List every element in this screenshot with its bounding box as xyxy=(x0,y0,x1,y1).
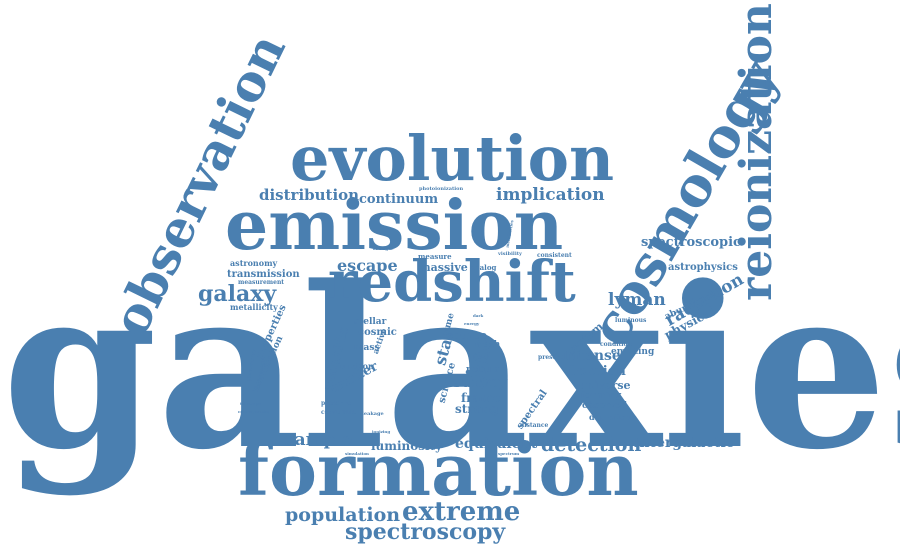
word-escape: escape xyxy=(337,256,398,275)
word-simulation: simulation xyxy=(345,451,369,456)
word-extreme: extreme xyxy=(402,497,521,527)
word-analogue: analogue xyxy=(373,246,394,251)
word-ionizing: ionizing xyxy=(372,429,391,434)
word-nebular: nebular xyxy=(466,365,506,375)
word-massive: massive xyxy=(419,261,468,274)
word-telescope: telescope xyxy=(240,401,262,406)
word-intense: intense xyxy=(563,348,621,364)
word-constraint: constraint xyxy=(321,409,356,416)
word-mass: mass xyxy=(354,343,380,353)
word-survey: survey xyxy=(453,373,508,391)
word-cosmic: cosmic xyxy=(358,327,397,338)
word-intergalactic: intergalactic xyxy=(634,435,735,451)
word-redshift: redshift xyxy=(328,249,576,315)
word-transmission: transmission xyxy=(227,269,300,280)
word-spectroscopic: spectroscopic xyxy=(641,235,741,250)
word-astronomy: astronomy xyxy=(230,258,278,268)
word-visibility: visibility xyxy=(498,251,522,257)
word-consistent: consistent xyxy=(537,252,572,259)
word-field: field xyxy=(473,354,488,361)
word-lyman: lyman xyxy=(608,290,666,310)
word-metallicity: metallicity xyxy=(230,302,278,312)
word-stellar: stellar xyxy=(354,317,387,327)
word-measure: measure xyxy=(418,252,452,261)
word-detection: detection xyxy=(541,434,642,456)
word-luminosity: luminosity xyxy=(371,439,443,453)
word-reionization: reionization xyxy=(730,3,782,301)
word-corresponding: corresponding xyxy=(238,409,271,414)
word-present: present xyxy=(538,354,564,361)
word-emission: emission xyxy=(225,186,564,266)
word-equivalent: equivalent xyxy=(455,436,538,452)
word-formation: formation xyxy=(238,427,639,512)
word-distribution: distribution xyxy=(259,186,360,204)
word-width: width xyxy=(472,340,501,350)
word-forming: forming xyxy=(581,391,622,401)
word-presence: presence xyxy=(321,400,352,407)
word-measurement: measurement xyxy=(238,279,285,286)
word-galaxies: galaxies xyxy=(2,239,900,499)
word-luminous: luminous xyxy=(615,317,647,324)
word-continuum: continuum xyxy=(359,192,439,207)
word-evolution: evolution xyxy=(290,122,615,195)
word-observed: observed xyxy=(582,401,628,411)
word-emitting: emitting xyxy=(611,347,655,357)
word-strong: strong xyxy=(455,402,499,416)
word-astrophysics: astrophysics xyxy=(668,262,738,273)
word-sample: sample xyxy=(285,430,353,450)
word-condition: condition xyxy=(600,341,632,348)
word-population: population xyxy=(285,504,401,526)
word-dark: dark xyxy=(473,313,484,318)
word-spectroscopy: spectroscopy xyxy=(345,519,506,545)
word-photoionization: photoionization xyxy=(419,186,464,192)
word-frame: frame xyxy=(461,391,501,405)
word-implication: implication xyxy=(496,185,605,205)
word-leakage: leakage xyxy=(362,411,384,417)
word-galaxy: galaxy xyxy=(198,281,277,307)
word-distance: distance xyxy=(520,422,549,429)
word-analog: analog xyxy=(470,263,497,272)
word-function: function xyxy=(336,361,374,371)
word-energy: energy xyxy=(464,321,480,326)
word-spectrum: spectrum xyxy=(498,451,520,456)
word-depletion: depletion xyxy=(589,412,632,422)
word-fraction: fraction xyxy=(568,364,626,379)
word-source: source xyxy=(446,329,488,342)
word-universe: universe xyxy=(578,379,631,392)
